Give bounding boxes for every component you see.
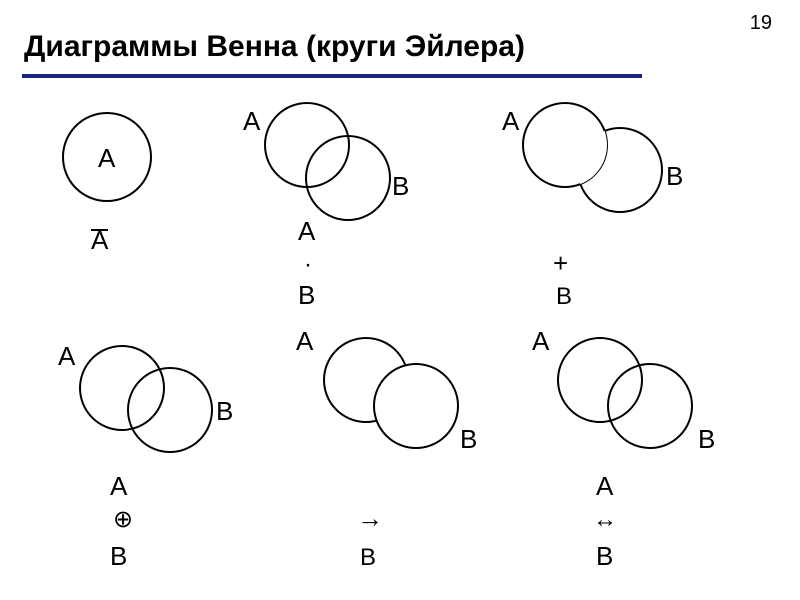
page-title: Диаграммы Венна (круги Эйлера) [24, 30, 525, 64]
svg-text:B: B [698, 424, 715, 454]
svg-text:⊕: ⊕ [113, 506, 133, 533]
svg-text:A: A [596, 471, 614, 501]
svg-text:B: B [360, 544, 376, 571]
svg-text:B: B [460, 424, 477, 454]
svg-text:B: B [298, 280, 315, 310]
svg-text:A: A [110, 471, 128, 501]
svg-text:↔: ↔ [593, 506, 617, 533]
slide: 19 Диаграммы Венна (круги Эйлера) AAABA·… [0, 0, 800, 600]
page-number: 19 [750, 12, 772, 35]
svg-text:A: A [502, 106, 520, 136]
svg-text:A: A [298, 216, 316, 246]
svg-text:B: B [666, 161, 683, 191]
svg-text:+: + [553, 248, 568, 278]
svg-text:A: A [58, 341, 76, 371]
svg-text:A: A [243, 106, 261, 136]
svg-text:B: B [392, 171, 409, 201]
svg-text:A: A [532, 326, 550, 356]
svg-text:B: B [110, 541, 127, 571]
venn-diagrams: AAABA·BAB+BABA⊕BAB→BABA↔B [0, 90, 800, 590]
svg-text:→: → [357, 503, 383, 533]
title-rule [22, 74, 642, 78]
svg-text:A: A [296, 326, 314, 356]
svg-text:·: · [304, 251, 312, 278]
svg-text:B: B [216, 396, 233, 426]
svg-text:B: B [596, 541, 613, 571]
svg-text:B: B [556, 283, 572, 310]
svg-text:A: A [98, 143, 116, 173]
